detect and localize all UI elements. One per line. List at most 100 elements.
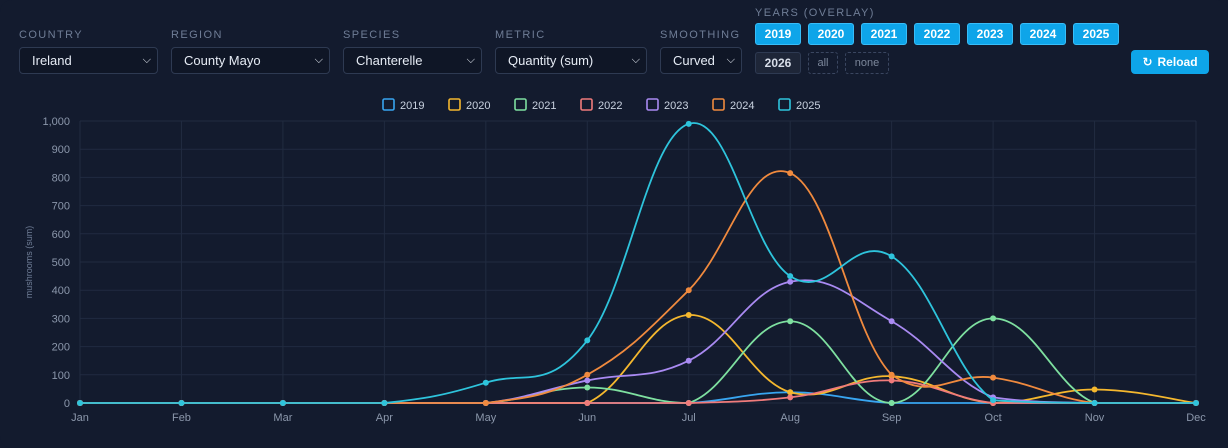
y-tick-label: 500 (52, 257, 70, 269)
data-point-2022 (888, 377, 895, 384)
legend-label-2021: 2021 (532, 100, 556, 112)
metric-filter: METRIC Quantity (sum) ⌵ (495, 29, 647, 74)
legend-label-2023: 2023 (664, 100, 688, 112)
data-point-2021 (888, 400, 895, 406)
chevron-down-icon: ⌵ (314, 54, 323, 66)
region-select[interactable]: County Mayo ⌵ (171, 47, 330, 74)
data-point-2023 (685, 357, 692, 364)
x-tick-label: Dec (1186, 412, 1206, 424)
species-select[interactable]: Chanterelle ⌵ (343, 47, 482, 74)
x-tick-label: Feb (172, 412, 191, 424)
years-label: YEARS (OVERLAY) (755, 7, 875, 19)
data-point-2024 (584, 371, 591, 378)
legend-swatch-2022 (580, 98, 593, 111)
data-point-2025 (685, 120, 692, 127)
y-tick-label: 900 (52, 144, 70, 156)
country-label: COUNTRY (19, 29, 83, 41)
data-point-2025 (584, 337, 591, 344)
series-line-2023 (80, 279, 1196, 404)
reload-label: Reload (1157, 55, 1198, 69)
y-tick-label: 1,000 (42, 116, 70, 128)
y-tick-label: 800 (52, 172, 70, 184)
year-toggle-2026[interactable]: 2026 (755, 52, 801, 74)
data-point-2023 (584, 377, 591, 384)
series-line-2021 (80, 317, 1196, 404)
data-point-2025 (482, 379, 489, 386)
data-point-2021 (787, 318, 794, 325)
country-select[interactable]: Ireland ⌵ (19, 47, 158, 74)
legend-swatch-2019 (382, 98, 395, 111)
year-toggle-2019[interactable]: 2019 (755, 23, 801, 45)
year-row-1: 2019 2020 2021 2022 2023 2024 2025 (755, 23, 1119, 45)
data-point-2025 (888, 253, 895, 260)
year-toggle-2020[interactable]: 2020 (808, 23, 854, 45)
metric-select[interactable]: Quantity (sum) ⌵ (495, 47, 647, 74)
select-all-years-button[interactable]: all (808, 52, 838, 74)
smoothing-label: SMOOTHING (660, 29, 741, 41)
legend-label-2024: 2024 (730, 100, 754, 112)
y-tick-label: 100 (52, 370, 70, 382)
y-tick-label: 200 (52, 342, 70, 354)
data-point-2020 (1091, 386, 1098, 393)
legend-swatch-2021 (514, 98, 527, 111)
year-toggle-2023[interactable]: 2023 (967, 23, 1013, 45)
data-point-2020 (685, 312, 692, 319)
data-point-2022 (787, 394, 794, 401)
series-line-2025 (80, 122, 1196, 404)
legend-label-2019: 2019 (400, 100, 424, 112)
data-point-2025 (279, 400, 286, 406)
y-axis-label: mushrooms (sum) (24, 226, 34, 299)
year-toggle-2024[interactable]: 2024 (1020, 23, 1066, 45)
metric-label: METRIC (495, 29, 546, 41)
select-no-years-button[interactable]: none (845, 52, 889, 74)
year-toggle-2021[interactable]: 2021 (861, 23, 907, 45)
y-axis: 0 100 200 300 400 500 600 700 800 900 1,000 (42, 116, 70, 410)
legend-swatch-2020 (448, 98, 461, 111)
data-point-2023 (888, 318, 895, 325)
legend-swatch-2025 (778, 98, 791, 111)
years-overlay: YEARS (OVERLAY) 2019 2020 2021 2022 2023… (755, 7, 1119, 74)
chevron-down-icon: ⌵ (631, 54, 640, 66)
data-point-2022 (584, 400, 591, 406)
legend-label-2025: 2025 (796, 100, 820, 112)
y-tick-label: 700 (52, 201, 70, 213)
data-point-2025 (381, 400, 388, 406)
legend-label-2022: 2022 (598, 100, 622, 112)
data-point-2025 (990, 397, 997, 404)
x-tick-label: Aug (780, 412, 800, 424)
x-tick-label: Mar (273, 412, 292, 424)
data-point-2025 (1193, 400, 1199, 406)
region-label: REGION (171, 29, 223, 41)
species-value: Chanterelle (356, 53, 423, 68)
smoothing-select[interactable]: Curved ⌵ (660, 47, 742, 74)
data-point-2024 (685, 287, 692, 294)
x-tick-label: Apr (376, 412, 393, 424)
country-filter: COUNTRY Ireland ⌵ (19, 29, 158, 74)
smoothing-filter: SMOOTHING Curved ⌵ (660, 29, 742, 74)
x-axis: Jan Feb Mar Apr May Jun Jul Aug Sep Oct Nov Dec (71, 412, 1206, 424)
chart-legend: 2019 2020 2021 2022 2023 2024 2025 (382, 98, 820, 112)
data-point-2025 (787, 273, 794, 280)
x-tick-label: Oct (985, 412, 1002, 424)
year-toggle-2022[interactable]: 2022 (914, 23, 960, 45)
reload-button[interactable]: ↻ Reload (1131, 50, 1209, 74)
data-point-2021 (584, 384, 591, 391)
chevron-down-icon: ⌵ (466, 54, 475, 66)
x-tick-label: Jan (71, 412, 89, 424)
data-point-2024 (787, 170, 794, 177)
year-toggle-2025[interactable]: 2025 (1073, 23, 1119, 45)
species-label: SPECIES (343, 29, 401, 41)
x-tick-label: Jun (578, 412, 596, 424)
x-tick-label: Nov (1085, 412, 1105, 424)
data-point-2025 (77, 400, 83, 406)
y-tick-label: 600 (52, 229, 70, 241)
data-point-2024 (482, 400, 489, 406)
region-value: County Mayo (184, 53, 261, 68)
data-point-2024 (888, 371, 895, 378)
legend-swatch-2023 (646, 98, 659, 111)
metric-value: Quantity (sum) (508, 53, 594, 68)
x-tick-label: May (475, 412, 496, 424)
chevron-down-icon: ⌵ (726, 54, 735, 66)
legend-swatch-2024 (712, 98, 725, 111)
chevron-down-icon: ⌵ (142, 54, 151, 66)
